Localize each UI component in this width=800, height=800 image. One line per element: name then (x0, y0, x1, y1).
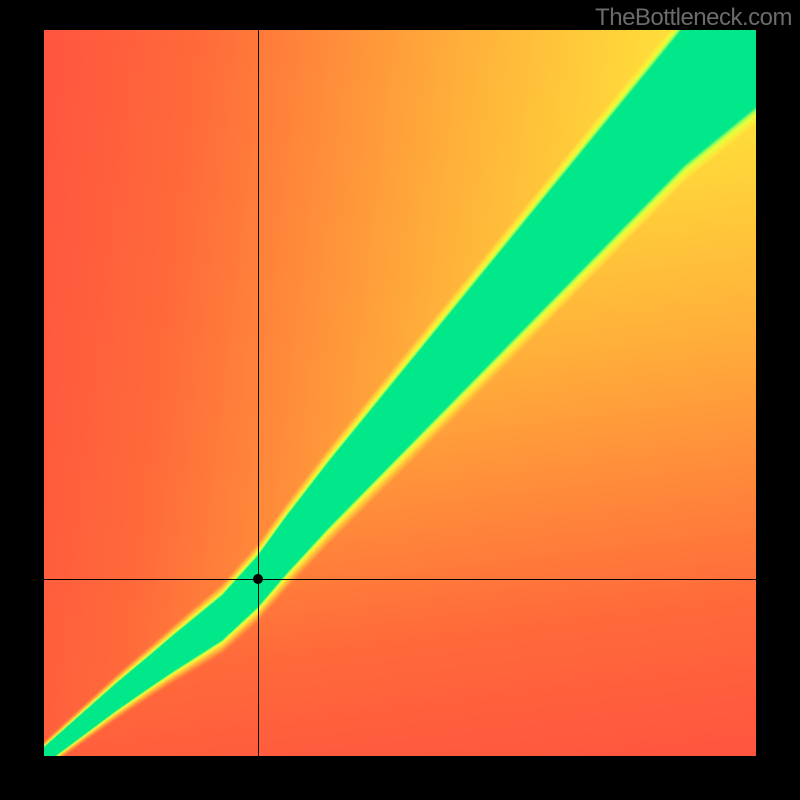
crosshair-horizontal (44, 579, 756, 580)
heatmap-plot (44, 30, 756, 756)
crosshair-marker (253, 574, 263, 584)
watermark-text: TheBottleneck.com (595, 4, 792, 32)
crosshair-vertical (258, 30, 259, 756)
heatmap-canvas (44, 30, 756, 756)
